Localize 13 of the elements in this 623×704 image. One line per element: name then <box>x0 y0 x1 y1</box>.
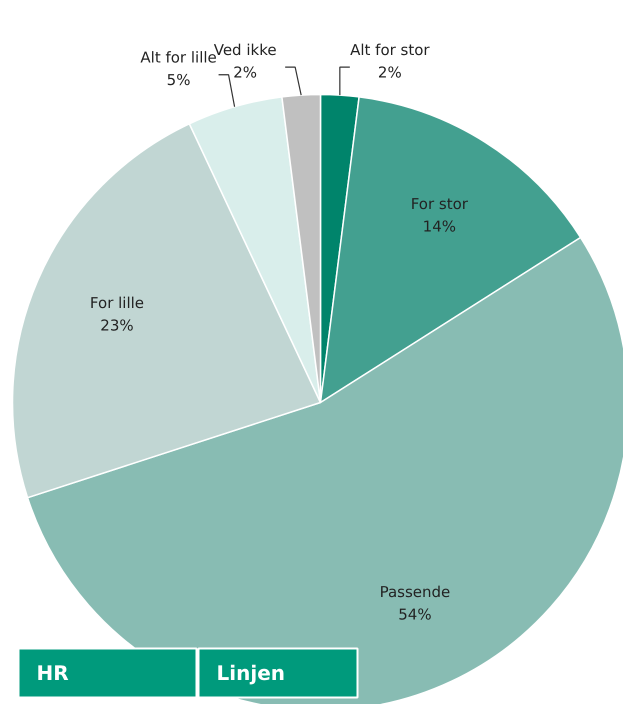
slice-label: Passende <box>380 582 450 601</box>
slice-label: For stor <box>410 195 469 214</box>
data-label: 5% <box>166 70 190 89</box>
slice-label: For lille <box>90 294 144 312</box>
data-label: 54% <box>398 605 432 624</box>
slice-label: Alt for stor <box>350 40 430 59</box>
slice-label: Alt for lille <box>140 48 217 66</box>
data-label: 2% <box>378 63 402 82</box>
data-label: 2% <box>233 63 258 82</box>
data-label: 23% <box>100 316 134 335</box>
text: Linjen <box>216 661 285 685</box>
text: HR <box>36 661 69 685</box>
data-label: 14% <box>422 218 456 236</box>
